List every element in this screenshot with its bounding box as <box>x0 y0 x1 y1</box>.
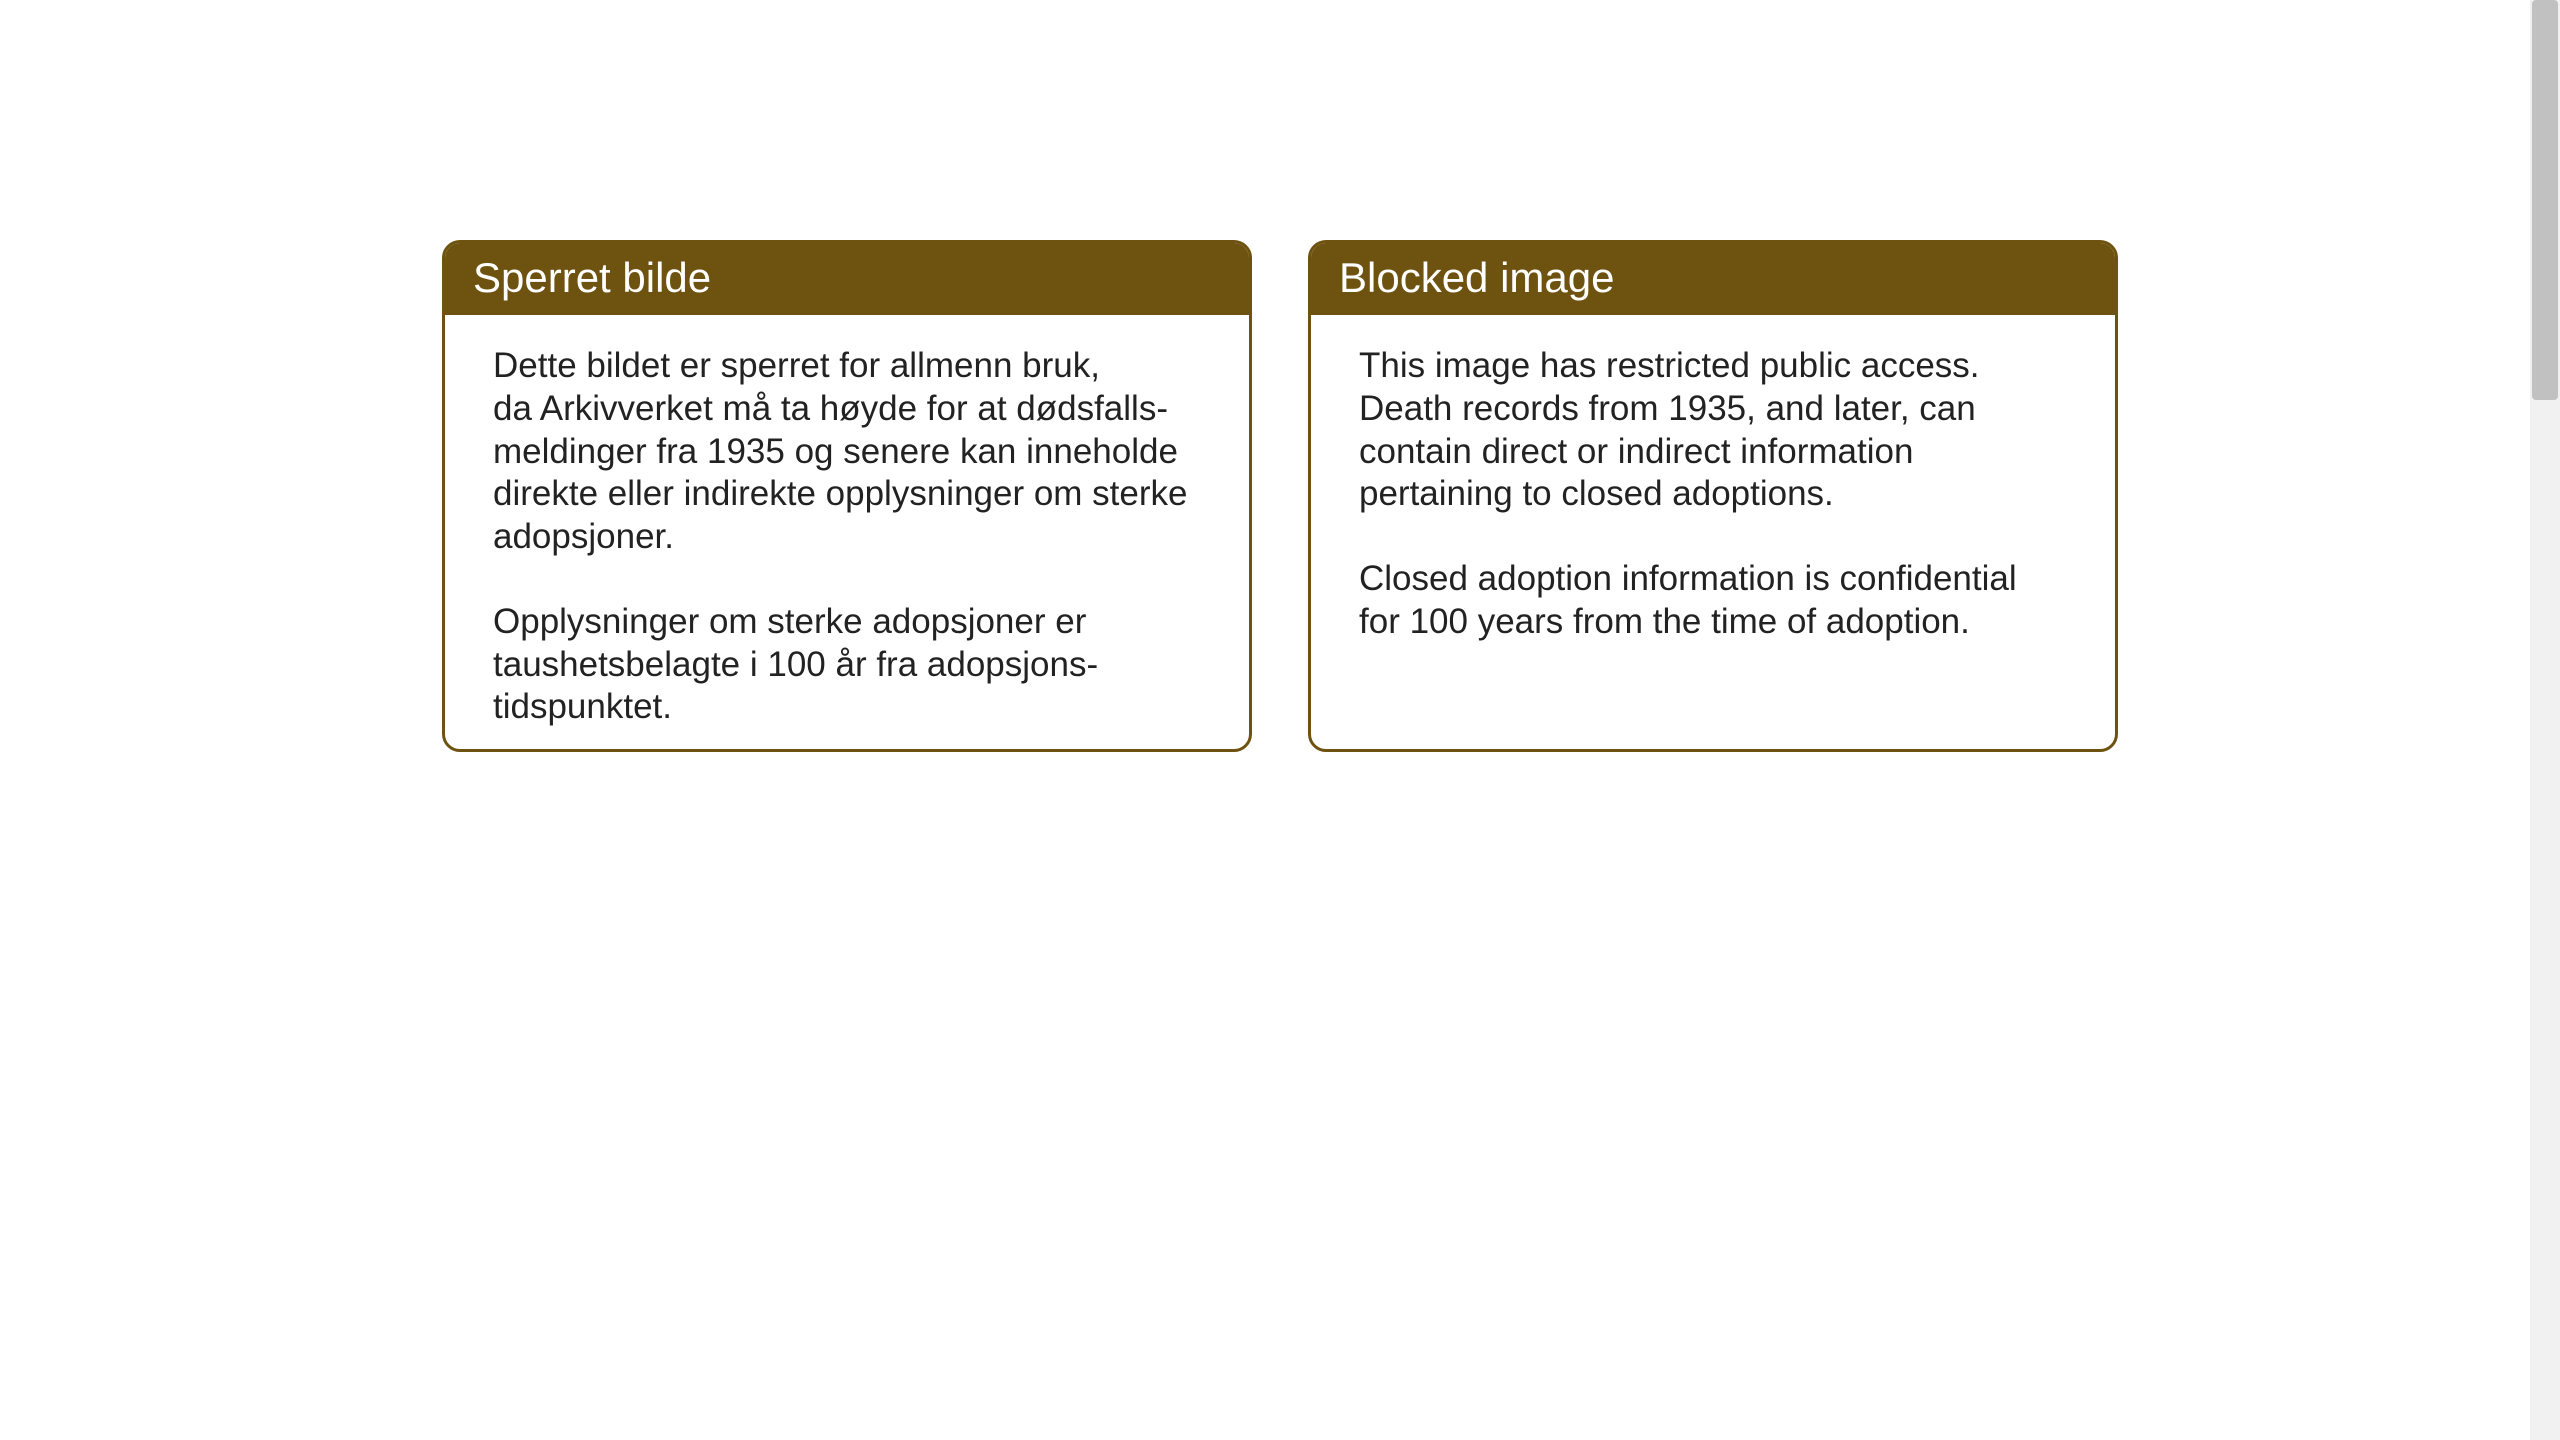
english-card-body: This image has restricted public access.… <box>1311 315 2115 673</box>
scrollbar-thumb[interactable] <box>2532 0 2558 400</box>
notice-cards-container: Sperret bilde Dette bildet er sperret fo… <box>442 240 2118 1440</box>
english-notice-card: Blocked image This image has restricted … <box>1308 240 2118 752</box>
english-paragraph-1: This image has restricted public access.… <box>1359 345 2067 516</box>
norwegian-notice-card: Sperret bilde Dette bildet er sperret fo… <box>442 240 1252 752</box>
scrollbar-track[interactable] <box>2530 0 2560 1440</box>
norwegian-paragraph-2: Opplysninger om sterke adopsjoner ertaus… <box>493 601 1201 729</box>
norwegian-paragraph-1: Dette bildet er sperret for allmenn bruk… <box>493 345 1201 558</box>
english-paragraph-2: Closed adoption information is confident… <box>1359 558 2067 643</box>
english-card-title: Blocked image <box>1311 243 2115 315</box>
norwegian-card-title: Sperret bilde <box>445 243 1249 315</box>
norwegian-card-body: Dette bildet er sperret for allmenn bruk… <box>445 315 1249 752</box>
